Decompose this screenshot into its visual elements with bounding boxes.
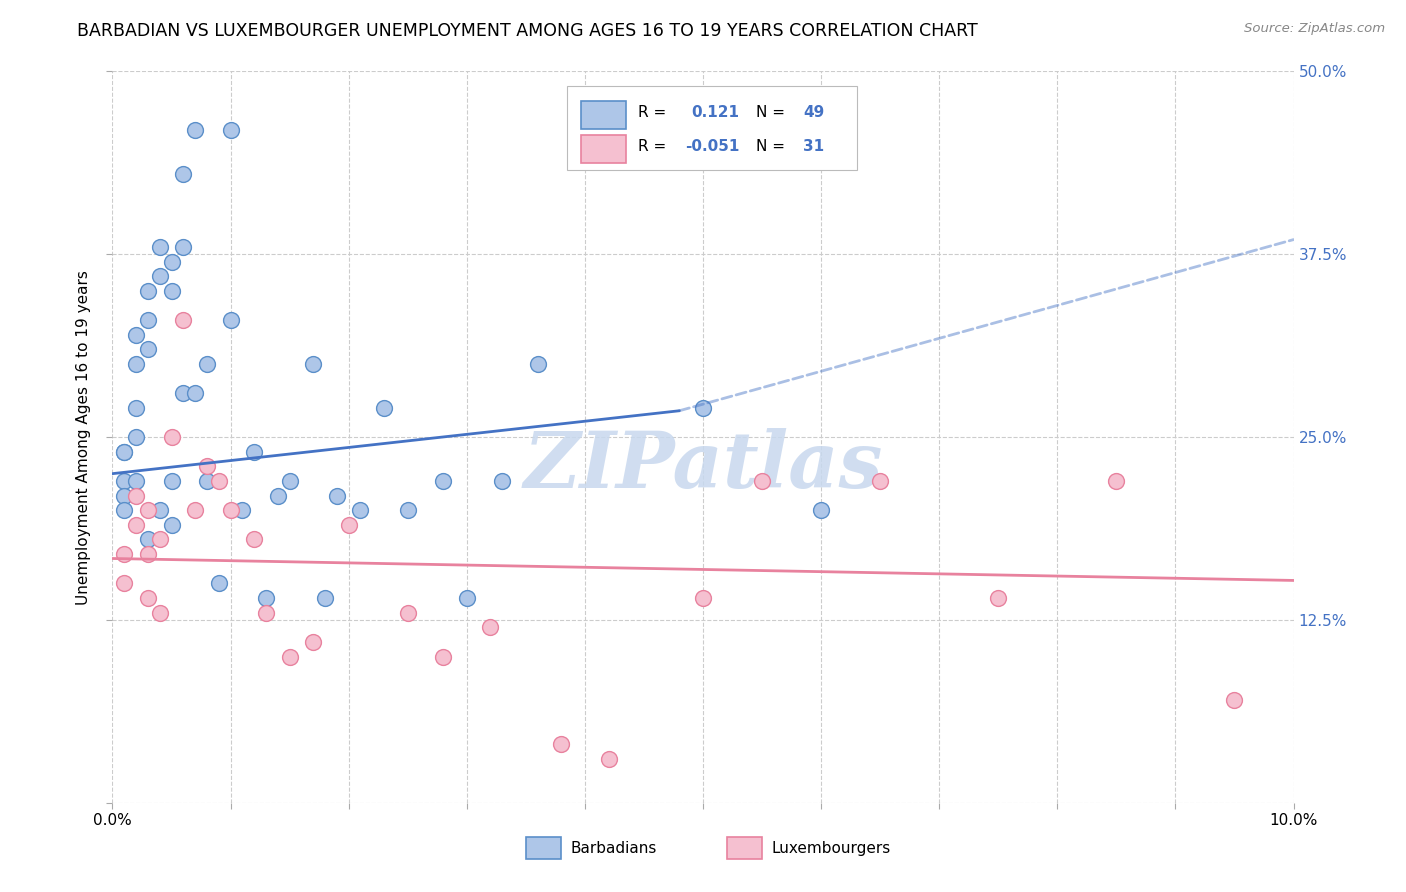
Point bbox=[432, 474, 454, 488]
Point bbox=[160, 474, 183, 488]
Point bbox=[136, 503, 159, 517]
Point bbox=[160, 254, 183, 268]
Point bbox=[396, 606, 419, 620]
Point bbox=[125, 357, 148, 371]
Point bbox=[869, 474, 891, 488]
Point bbox=[136, 533, 159, 547]
Point bbox=[149, 533, 172, 547]
Point bbox=[112, 444, 135, 458]
Text: 31: 31 bbox=[803, 139, 824, 154]
Point bbox=[396, 503, 419, 517]
Point bbox=[243, 444, 266, 458]
Point bbox=[302, 635, 325, 649]
Point bbox=[112, 576, 135, 591]
Point bbox=[550, 737, 572, 751]
Point bbox=[302, 357, 325, 371]
Point bbox=[125, 474, 148, 488]
Point bbox=[125, 327, 148, 342]
Point bbox=[195, 474, 218, 488]
Point bbox=[172, 386, 194, 401]
FancyBboxPatch shape bbox=[526, 838, 561, 859]
FancyBboxPatch shape bbox=[581, 135, 626, 162]
Point bbox=[479, 620, 502, 634]
Text: ZIPatlas: ZIPatlas bbox=[523, 428, 883, 505]
Point bbox=[243, 533, 266, 547]
Point bbox=[112, 489, 135, 503]
Point bbox=[692, 401, 714, 415]
Point bbox=[160, 430, 183, 444]
Text: 49: 49 bbox=[803, 105, 825, 120]
Point bbox=[136, 591, 159, 605]
Point bbox=[1105, 474, 1128, 488]
Point bbox=[195, 459, 218, 474]
Point bbox=[208, 576, 231, 591]
Point bbox=[125, 517, 148, 532]
Point bbox=[432, 649, 454, 664]
Point bbox=[692, 591, 714, 605]
Point bbox=[219, 123, 242, 137]
Point bbox=[172, 240, 194, 254]
Point bbox=[254, 591, 277, 605]
Text: Source: ZipAtlas.com: Source: ZipAtlas.com bbox=[1244, 22, 1385, 36]
Point bbox=[751, 474, 773, 488]
Text: Luxembourgers: Luxembourgers bbox=[772, 840, 891, 855]
Point bbox=[1223, 693, 1246, 707]
Text: N =: N = bbox=[756, 139, 785, 154]
Point bbox=[219, 503, 242, 517]
Point bbox=[278, 649, 301, 664]
Point bbox=[633, 152, 655, 166]
FancyBboxPatch shape bbox=[567, 86, 856, 170]
Point bbox=[267, 489, 290, 503]
Point bbox=[810, 503, 832, 517]
Point bbox=[149, 240, 172, 254]
Point bbox=[136, 284, 159, 298]
Point bbox=[136, 547, 159, 561]
FancyBboxPatch shape bbox=[727, 838, 762, 859]
Point bbox=[349, 503, 371, 517]
Point bbox=[987, 591, 1010, 605]
Point bbox=[184, 123, 207, 137]
Point bbox=[184, 503, 207, 517]
Point bbox=[112, 474, 135, 488]
Point bbox=[149, 503, 172, 517]
Text: Barbadians: Barbadians bbox=[571, 840, 657, 855]
Point bbox=[195, 357, 218, 371]
Point bbox=[337, 517, 360, 532]
Point bbox=[314, 591, 336, 605]
Point bbox=[526, 357, 548, 371]
Point bbox=[598, 752, 620, 766]
Point bbox=[149, 606, 172, 620]
Point bbox=[136, 313, 159, 327]
Point bbox=[136, 343, 159, 357]
Text: N =: N = bbox=[756, 105, 785, 120]
Point bbox=[125, 430, 148, 444]
Point bbox=[149, 269, 172, 284]
Point bbox=[184, 386, 207, 401]
Point bbox=[231, 503, 253, 517]
Point bbox=[112, 547, 135, 561]
Text: -0.051: -0.051 bbox=[685, 139, 740, 154]
Text: 0.121: 0.121 bbox=[692, 105, 740, 120]
Text: BARBADIAN VS LUXEMBOURGER UNEMPLOYMENT AMONG AGES 16 TO 19 YEARS CORRELATION CHA: BARBADIAN VS LUXEMBOURGER UNEMPLOYMENT A… bbox=[77, 22, 979, 40]
Point bbox=[491, 474, 513, 488]
Point bbox=[172, 313, 194, 327]
Point bbox=[456, 591, 478, 605]
Point bbox=[172, 167, 194, 181]
Point bbox=[160, 517, 183, 532]
Point bbox=[112, 503, 135, 517]
Point bbox=[112, 444, 135, 458]
Point bbox=[373, 401, 395, 415]
Point bbox=[208, 474, 231, 488]
Text: R =: R = bbox=[638, 139, 666, 154]
FancyBboxPatch shape bbox=[581, 101, 626, 129]
Text: R =: R = bbox=[638, 105, 666, 120]
Point bbox=[219, 313, 242, 327]
Point bbox=[254, 606, 277, 620]
Point bbox=[326, 489, 349, 503]
Point bbox=[278, 474, 301, 488]
Point bbox=[160, 284, 183, 298]
Point bbox=[125, 489, 148, 503]
Point bbox=[125, 401, 148, 415]
Y-axis label: Unemployment Among Ages 16 to 19 years: Unemployment Among Ages 16 to 19 years bbox=[76, 269, 91, 605]
